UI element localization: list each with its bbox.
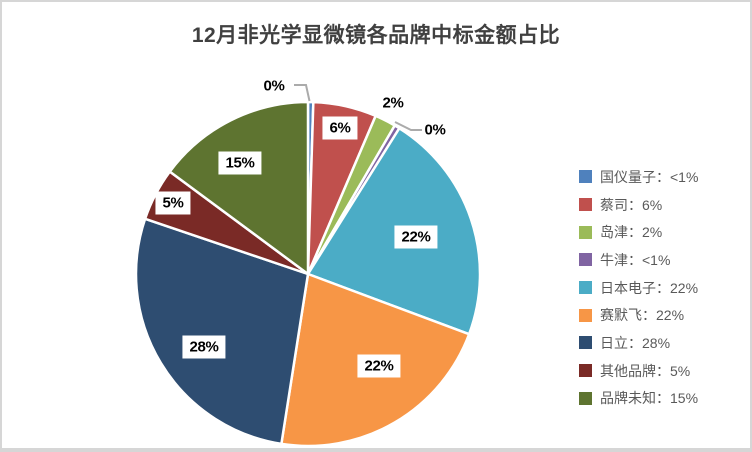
slice-label-蔡司: 6% [322,116,358,140]
slice-label-赛默飞: 22% [357,354,401,378]
slice-label-日立: 28% [182,335,226,359]
slice-label-国仪量子: 0% [263,77,285,95]
legend-item-赛默飞[interactable]: 赛默飞：22% [579,301,698,329]
legend-item-牛津[interactable]: 牛津：<1% [579,246,698,274]
leader-line-牛津 [394,121,422,131]
legend-item-国仪量子[interactable]: 国仪量子：<1% [579,163,698,191]
pie-slice-日本电子[interactable] [306,127,482,336]
legend-swatch-icon [579,308,592,322]
slice-label-品牌未知: 15% [218,151,262,175]
legend-swatch-icon [579,253,592,267]
pie-slice-品牌未知[interactable] [168,100,310,276]
legend-label: 牛津：<1% [600,251,671,268]
legend-label: 品牌未知：15% [600,390,699,407]
legend-item-其他品牌[interactable]: 其他品牌：5% [579,357,698,385]
legend-swatch-icon [579,364,592,378]
legend-swatch-icon [579,281,592,295]
pie-slice-日立[interactable] [134,217,310,446]
legend-item-岛津[interactable]: 岛津：2% [579,218,698,246]
legend-item-品牌未知[interactable]: 品牌未知：15% [579,385,698,413]
legend-swatch-icon [579,198,592,212]
legend-label: 日立：28% [600,334,671,351]
slice-label-日本电子: 22% [394,225,438,249]
legend-item-日立[interactable]: 日立：28% [579,329,698,357]
legend-label: 赛默飞：22% [600,307,685,324]
leader-line-国仪量子 [294,84,311,102]
legend-label: 蔡司：6% [600,196,663,213]
legend-label: 岛津：2% [600,224,663,241]
legend-swatch-icon [579,170,592,184]
legend-label: 日本电子：22% [600,279,699,296]
chart-legend: 国仪量子：<1% 蔡司：6% 岛津：2% 牛津：<1% 日本电子：22% 赛默飞：22% 日… [579,163,698,412]
legend-swatch-icon [579,391,592,405]
slice-label-牛津: 0% [424,121,446,139]
legend-swatch-icon [579,225,592,239]
legend-label: 其他品牌：5% [600,362,691,379]
legend-item-蔡司[interactable]: 蔡司：6% [579,191,698,219]
legend-item-日本电子[interactable]: 日本电子：22% [579,274,698,302]
legend-swatch-icon [579,336,592,350]
legend-label: 国仪量子：<1% [600,168,699,185]
slice-label-其他品牌: 5% [155,191,191,215]
chart-title: 12月非光学显微镜各品牌中标金额占比 [191,24,561,47]
slice-label-岛津: 2% [382,94,404,112]
